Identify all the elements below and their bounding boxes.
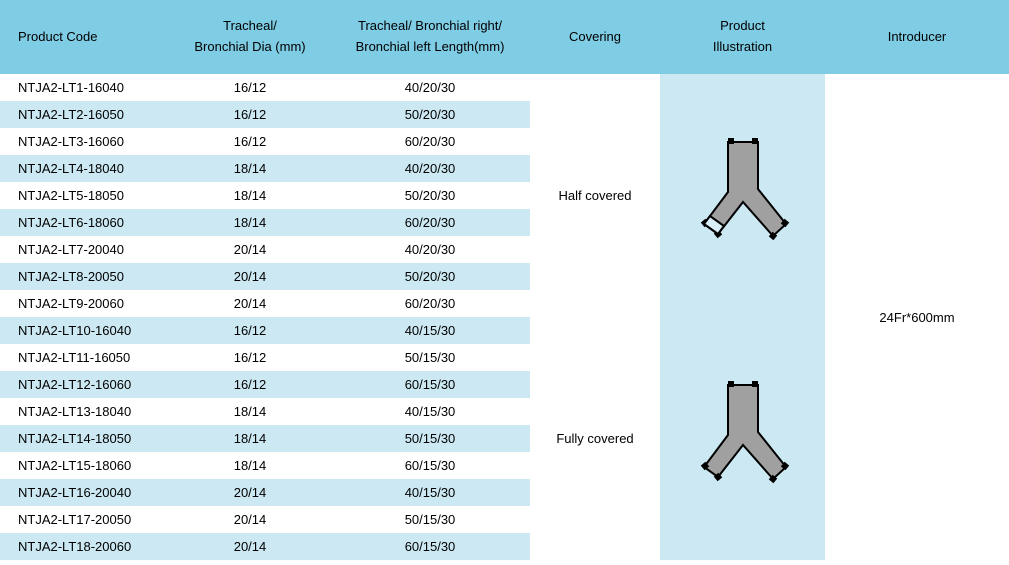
cell-len: 50/20/30 (330, 101, 530, 128)
cell-dia: 16/12 (170, 344, 330, 371)
cell-dia: 18/14 (170, 209, 330, 236)
cell-dia: 20/14 (170, 290, 330, 317)
cell-dia: 18/14 (170, 425, 330, 452)
cell-product-code: NTJA2-LT14-18050 (0, 425, 170, 452)
y-stent-icon (688, 134, 798, 254)
cell-dia: 18/14 (170, 452, 330, 479)
cell-len: 60/15/30 (330, 452, 530, 479)
cell-product-code: NTJA2-LT7-20040 (0, 236, 170, 263)
header-illustration: Product Illustration (660, 0, 825, 74)
cell-len: 40/20/30 (330, 236, 530, 263)
cell-illustration-half (660, 74, 825, 317)
cell-dia: 16/12 (170, 317, 330, 344)
cell-product-code: NTJA2-LT8-20050 (0, 263, 170, 290)
cell-product-code: NTJA2-LT5-18050 (0, 182, 170, 209)
cell-product-code: NTJA2-LT3-16060 (0, 128, 170, 155)
cell-product-code: NTJA2-LT15-18060 (0, 452, 170, 479)
cell-product-code: NTJA2-LT16-20040 (0, 479, 170, 506)
cell-covering-full: Fully covered (530, 317, 660, 560)
header-product-code: Product Code (0, 0, 170, 74)
cell-len: 50/15/30 (330, 344, 530, 371)
cell-covering-half: Half covered (530, 74, 660, 317)
cell-len: 40/20/30 (330, 155, 530, 182)
cell-product-code: NTJA2-LT18-20060 (0, 533, 170, 560)
cell-dia: 18/14 (170, 155, 330, 182)
cell-len: 60/20/30 (330, 209, 530, 236)
cell-dia: 20/14 (170, 533, 330, 560)
header-covering: Covering (530, 0, 660, 74)
product-table: Product Code Tracheal/ Bronchial Dia (mm… (0, 0, 1009, 560)
cell-introducer: 24Fr*600mm (825, 74, 1009, 560)
cell-product-code: NTJA2-LT17-20050 (0, 506, 170, 533)
cell-len: 60/15/30 (330, 371, 530, 398)
cell-dia: 18/14 (170, 182, 330, 209)
cell-dia: 20/14 (170, 506, 330, 533)
header-len: Tracheal/ Bronchial right/ Bronchial lef… (330, 0, 530, 74)
cell-len: 40/15/30 (330, 317, 530, 344)
cell-dia: 18/14 (170, 398, 330, 425)
cell-len: 60/15/30 (330, 533, 530, 560)
cell-dia: 16/12 (170, 371, 330, 398)
cell-product-code: NTJA2-LT13-18040 (0, 398, 170, 425)
cell-dia: 16/12 (170, 74, 330, 101)
cell-product-code: NTJA2-LT9-20060 (0, 290, 170, 317)
cell-product-code: NTJA2-LT12-16060 (0, 371, 170, 398)
cell-dia: 16/12 (170, 128, 330, 155)
cell-dia: 16/12 (170, 101, 330, 128)
cell-len: 40/15/30 (330, 479, 530, 506)
cell-len: 50/20/30 (330, 263, 530, 290)
cell-product-code: NTJA2-LT11-16050 (0, 344, 170, 371)
cell-illustration-full (660, 317, 825, 560)
cell-len: 50/15/30 (330, 506, 530, 533)
table-row: NTJA2-LT1-1604016/1240/20/30Half covered… (0, 74, 1009, 101)
cell-len: 50/15/30 (330, 425, 530, 452)
cell-len: 40/20/30 (330, 74, 530, 101)
cell-product-code: NTJA2-LT10-16040 (0, 317, 170, 344)
cell-product-code: NTJA2-LT4-18040 (0, 155, 170, 182)
header-introducer: Introducer (825, 0, 1009, 74)
cell-len: 60/20/30 (330, 290, 530, 317)
cell-len: 60/20/30 (330, 128, 530, 155)
cell-dia: 20/14 (170, 236, 330, 263)
header-dia: Tracheal/ Bronchial Dia (mm) (170, 0, 330, 74)
table-header-row: Product Code Tracheal/ Bronchial Dia (mm… (0, 0, 1009, 74)
y-stent-icon (688, 377, 798, 497)
cell-len: 50/20/30 (330, 182, 530, 209)
cell-len: 40/15/30 (330, 398, 530, 425)
cell-product-code: NTJA2-LT1-16040 (0, 74, 170, 101)
cell-product-code: NTJA2-LT2-16050 (0, 101, 170, 128)
cell-dia: 20/14 (170, 479, 330, 506)
cell-product-code: NTJA2-LT6-18060 (0, 209, 170, 236)
cell-dia: 20/14 (170, 263, 330, 290)
